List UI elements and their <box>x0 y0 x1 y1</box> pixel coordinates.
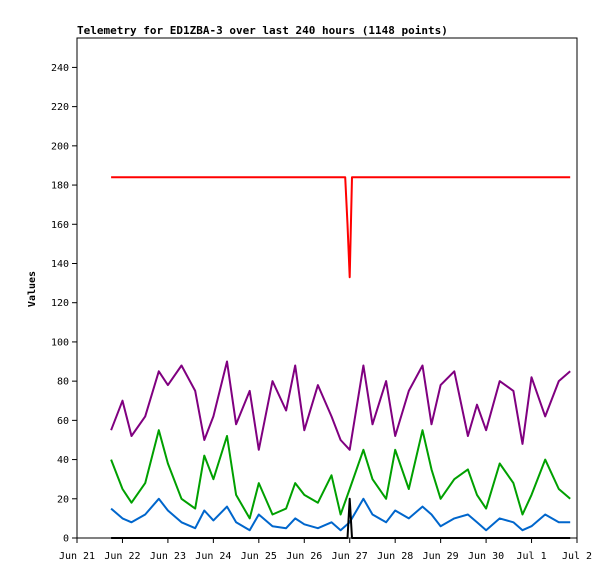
y-tick-label: 200 <box>51 141 69 152</box>
series-line-4 <box>111 497 571 539</box>
y-axis: 0 20 40 60 80 100 120 140 160 180 200 220 240 <box>51 63 77 545</box>
chart-title: Telemetry for ED1ZBA-3 over last 240 hou… <box>77 24 448 37</box>
x-tick-label: Jun 25 <box>241 551 277 562</box>
x-tick-label: Jun 26 <box>286 551 322 562</box>
y-tick-label: 0 <box>63 534 69 545</box>
x-tick-label: Jun 23 <box>150 551 186 562</box>
y-tick-label: 60 <box>57 416 69 427</box>
x-tick-label: Jun 24 <box>195 551 231 562</box>
x-tick-label: Jun 30 <box>468 551 504 562</box>
x-tick-label: Jul 1 <box>516 551 546 562</box>
series-line-2 <box>110 429 571 520</box>
y-tick-label: 240 <box>51 63 69 74</box>
series-line-0 <box>111 176 571 279</box>
plot-frame <box>76 37 578 539</box>
series-line-1 <box>110 360 571 451</box>
x-tick-label: Jun 27 <box>332 551 368 562</box>
x-tick-label: Jun 28 <box>377 551 413 562</box>
series-line-3 <box>110 497 571 532</box>
y-tick-label: 160 <box>51 220 69 231</box>
y-tick-label: 140 <box>51 259 69 270</box>
x-tick-label: Jun 21 <box>59 551 95 562</box>
x-tick-label: Jun 29 <box>423 551 459 562</box>
y-tick-label: 180 <box>51 181 69 192</box>
y-tick-label: 220 <box>51 102 69 113</box>
y-tick-label: 100 <box>51 337 69 348</box>
y-axis-label: Values <box>27 271 38 307</box>
y-tick-label: 80 <box>57 377 69 388</box>
y-tick-label: 20 <box>57 494 69 505</box>
series-group <box>110 176 571 539</box>
y-tick-label: 40 <box>57 455 69 466</box>
x-tick-label: Jun 22 <box>104 551 140 562</box>
y-tick-label: 120 <box>51 298 69 309</box>
x-tick-label: Jul 2 <box>562 551 592 562</box>
x-axis: Jun 21 Jun 22 Jun 23 Jun 24 Jun 25 Jun 26 Jun … <box>59 538 592 562</box>
